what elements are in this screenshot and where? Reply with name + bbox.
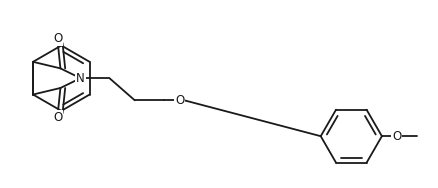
Text: N: N — [76, 72, 85, 85]
Text: O: O — [175, 94, 184, 107]
Text: O: O — [391, 130, 400, 143]
Text: O: O — [53, 111, 62, 124]
Text: O: O — [53, 32, 62, 45]
